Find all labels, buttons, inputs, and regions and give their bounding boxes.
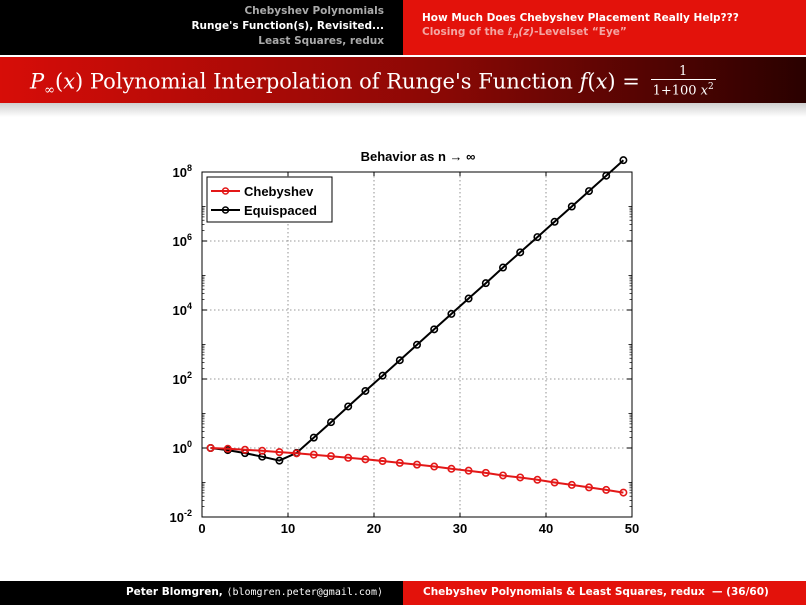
legend: Chebyshev Equispaced xyxy=(206,176,333,223)
x-tick-label: 0 xyxy=(198,521,205,536)
x-tick-label: 50 xyxy=(625,521,639,536)
data-point-chebyshev xyxy=(498,471,507,480)
runge-fraction: 1 1+100 x2 xyxy=(650,64,716,99)
beamer-footer: Peter Blomgren, ⟨blomgren.peter@gmail.co… xyxy=(0,581,806,605)
data-point-equispaced xyxy=(395,356,404,365)
legend-marker-chebyshev xyxy=(221,187,230,195)
data-point-chebyshev xyxy=(361,455,370,464)
x-tick-label: 10 xyxy=(281,521,295,536)
data-point-chebyshev xyxy=(447,464,456,473)
y-tick-labels: 10-2 100 102 104 106 108 xyxy=(170,163,192,525)
series-line-equispaced xyxy=(210,159,625,462)
footer-author-block: Peter Blomgren, ⟨blomgren.peter@gmail.co… xyxy=(0,581,403,605)
data-point-chebyshev xyxy=(206,443,215,452)
data-point-equispaced xyxy=(584,187,593,196)
y-tick-label: 102 xyxy=(173,370,192,387)
data-point-chebyshev xyxy=(395,458,404,467)
data-point-chebyshev xyxy=(258,446,267,455)
legend-label-chebyshev: Chebyshev xyxy=(244,184,314,199)
series-line-chebyshev xyxy=(210,447,624,494)
data-point-chebyshev xyxy=(602,485,611,494)
data-point-chebyshev xyxy=(344,453,353,462)
data-point-chebyshev xyxy=(516,473,525,482)
legend-label-equispaced: Equispaced xyxy=(244,203,317,218)
data-point-chebyshev xyxy=(481,468,490,477)
footer-email[interactable]: ⟨blomgren.peter@gmail.com⟩ xyxy=(226,587,383,598)
axis-ticks xyxy=(201,171,633,518)
data-point-chebyshev xyxy=(412,460,421,469)
data-point-equispaced xyxy=(464,294,473,303)
data-point-equispaced xyxy=(326,418,335,427)
frame-title-bar: P∞(x) Polynomial Interpolation of Runge'… xyxy=(0,57,806,103)
footer-short-title: Chebyshev Polynomials & Least Squares, r… xyxy=(423,586,705,598)
data-point-equispaced xyxy=(533,233,542,242)
chart-title: Behavior as n → ∞ xyxy=(361,149,476,164)
data-point-equispaced xyxy=(412,340,421,349)
x-tick-label: 30 xyxy=(453,521,467,536)
convergence-chart: Behavior as n → ∞ 0 10 20 30 40 50 10-2 100 102… xyxy=(170,149,640,536)
data-point-chebyshev xyxy=(533,475,542,484)
beamer-header: Chebyshev Polynomials Runge's Function(s… xyxy=(0,0,806,55)
section-link-runge-active[interactable]: Runge's Function(s), Revisited... xyxy=(191,20,384,32)
y-tick-label: 104 xyxy=(173,301,192,318)
data-point-equispaced xyxy=(447,309,456,318)
data-point-chebyshev xyxy=(309,450,318,459)
legend-marker-equispaced xyxy=(221,206,230,214)
y-tick-label: 10-2 xyxy=(170,508,192,525)
data-point-equispaced xyxy=(550,217,559,226)
data-point-chebyshev xyxy=(619,488,628,497)
data-point-chebyshev xyxy=(378,456,387,465)
section-navigation: Chebyshev Polynomials Runge's Function(s… xyxy=(0,0,403,55)
data-point-chebyshev xyxy=(275,448,284,457)
data-point-chebyshev xyxy=(584,483,593,492)
subsection-link-active[interactable]: How Much Does Chebyshev Placement Really… xyxy=(422,12,739,24)
data-point-chebyshev xyxy=(464,466,473,475)
footer-page-number: — (36/60) xyxy=(712,586,769,598)
data-point-equispaced xyxy=(378,371,387,380)
title-shadow xyxy=(0,103,806,117)
data-point-equispaced xyxy=(619,156,628,165)
data-point-equispaced xyxy=(309,433,318,442)
data-point-equispaced xyxy=(516,248,525,257)
subsection-navigation: How Much Does Chebyshev Placement Really… xyxy=(403,0,806,55)
section-link-chebyshev[interactable]: Chebyshev Polynomials xyxy=(244,5,384,17)
data-point-equispaced xyxy=(567,202,576,211)
subsection-link-eye[interactable]: Closing of the ℓn(z)-Levelset “Eye” xyxy=(422,26,627,41)
data-point-chebyshev xyxy=(241,445,250,454)
series-layer xyxy=(206,156,628,497)
data-point-equispaced xyxy=(430,325,439,334)
data-point-chebyshev xyxy=(223,444,232,453)
data-point-chebyshev xyxy=(326,452,335,461)
data-point-equispaced xyxy=(361,386,370,395)
data-point-equispaced xyxy=(344,402,353,411)
data-point-equispaced xyxy=(275,456,284,465)
legend-box xyxy=(206,176,333,223)
footer-title-block: Chebyshev Polynomials & Least Squares, r… xyxy=(403,581,806,605)
frame-title: P∞(x) Polynomial Interpolation of Runge'… xyxy=(30,64,716,99)
section-link-least-squares[interactable]: Least Squares, redux xyxy=(258,35,384,47)
y-tick-label: 108 xyxy=(173,163,192,180)
data-point-chebyshev xyxy=(430,462,439,471)
footer-author: Peter Blomgren, xyxy=(125,586,223,598)
data-point-chebyshev xyxy=(567,480,576,489)
y-tick-label: 100 xyxy=(173,439,192,456)
data-point-equispaced xyxy=(481,279,490,288)
data-point-chebyshev xyxy=(292,449,301,458)
y-tick-label: 106 xyxy=(173,232,192,249)
x-tick-label: 40 xyxy=(539,521,553,536)
x-tick-label: 20 xyxy=(367,521,381,536)
x-tick-labels: 0 10 20 30 40 50 xyxy=(198,521,639,536)
data-point-equispaced xyxy=(602,171,611,180)
data-point-equispaced xyxy=(498,263,507,272)
data-point-chebyshev xyxy=(550,478,559,487)
